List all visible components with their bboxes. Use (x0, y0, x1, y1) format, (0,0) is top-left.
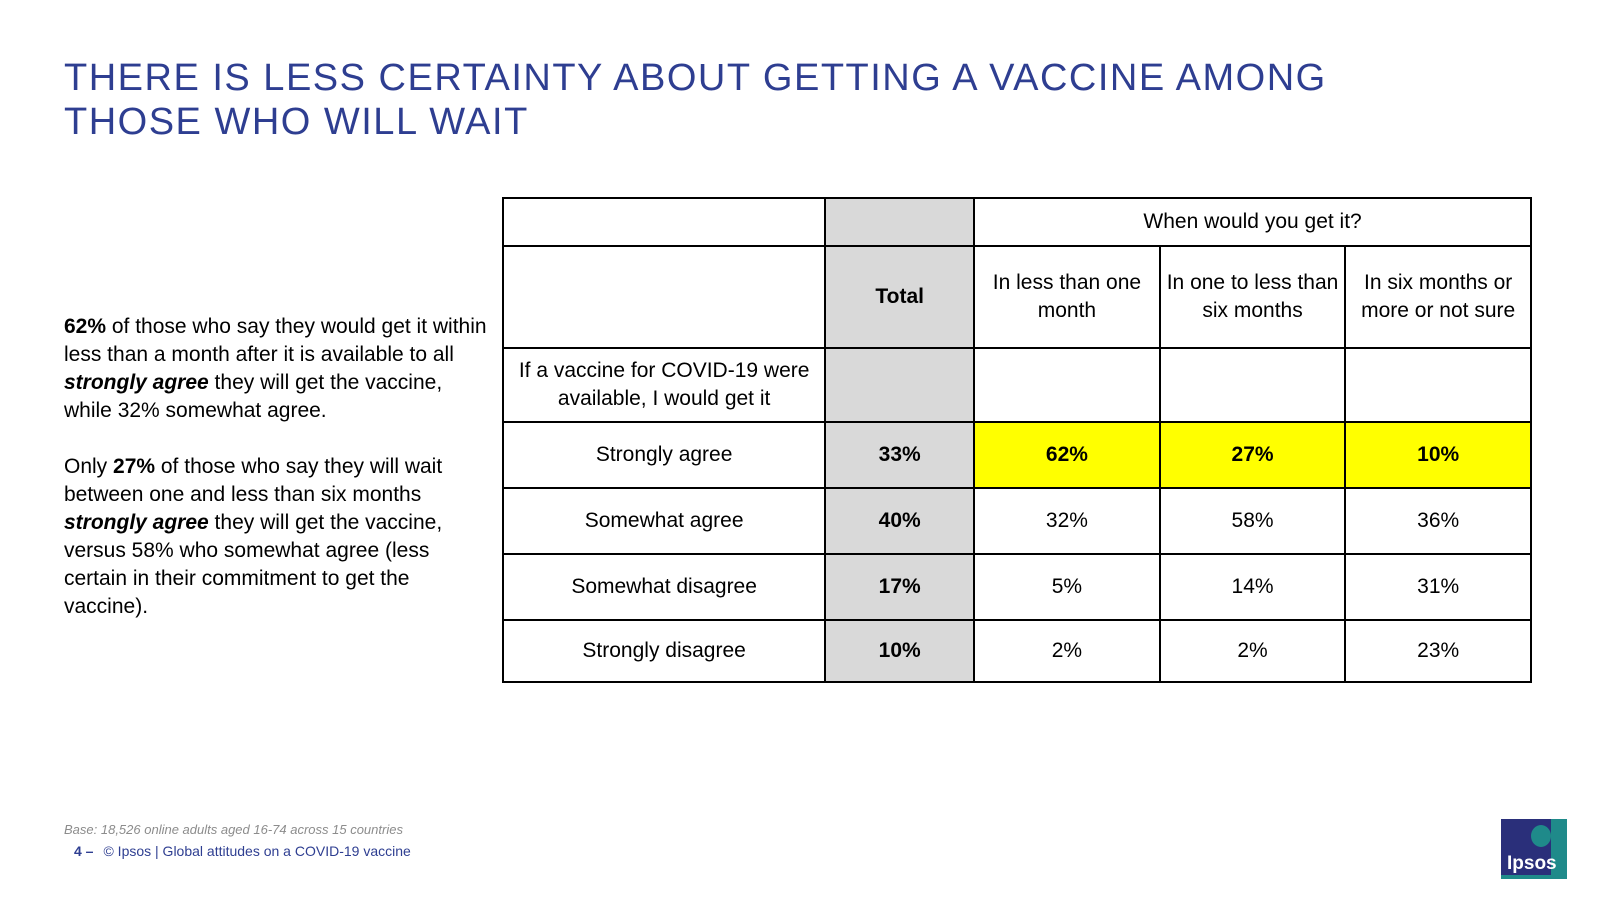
row-label: Strongly disagree (501, 619, 827, 683)
table-header-row-group: When would you get it? (501, 197, 1532, 247)
logo-ring (1531, 825, 1551, 847)
stat-62: 62% (64, 315, 107, 338)
commentary: 62% of those who say they would get it w… (64, 313, 494, 649)
row-label: Strongly agree (501, 421, 827, 489)
cell-value: 10% (1344, 421, 1532, 489)
ipsos-logo: Ipsos (1501, 819, 1567, 879)
cell-value: 36% (1344, 487, 1532, 555)
cell-value: 14% (1158, 553, 1347, 621)
stat-27: 27% (113, 455, 156, 478)
logo-text: Ipsos (1507, 853, 1557, 874)
row-total: 17% (824, 553, 976, 621)
cell-value: 2% (973, 619, 1161, 683)
text-run: they will get the vaccine, versus 58% wh… (64, 511, 443, 618)
empty-header-cell (501, 197, 827, 247)
text-run: Only (64, 455, 114, 478)
base-note: Base: 18,526 online adults aged 16-74 ac… (64, 822, 403, 837)
empty-total-cell (824, 197, 976, 247)
cell-value: 27% (1158, 421, 1347, 489)
commentary-paragraph-2: Only 27% of those who say they will wait… (64, 453, 494, 621)
row-total: 33% (824, 421, 976, 489)
question-cell: If a vaccine for COVID-19 were available… (501, 347, 827, 423)
footer: 4 – © Ipsos | Global attitudes on a COVID… (74, 843, 411, 859)
text-run: of those who say they will wait between … (64, 455, 443, 506)
empty-cell (1344, 347, 1532, 423)
emphasis-strongly-agree: strongly agree (64, 371, 209, 394)
text-run: they will get the vaccine, while 32% som… (64, 371, 443, 422)
col-header-six-months-or-more: In six months or more or not sure (1344, 245, 1532, 349)
title-line-2: THOSE WHO WILL WAIT (64, 101, 529, 143)
empty-header-cell (501, 245, 827, 349)
group-header: When would you get it? (973, 197, 1532, 247)
cell-value: 62% (973, 421, 1161, 489)
col-header-less-than-one-month: In less than one month (973, 245, 1161, 349)
row-total: 10% (824, 619, 976, 683)
cell-value: 31% (1344, 553, 1532, 621)
table-header-row: Total In less than one month In one to l… (501, 245, 1532, 349)
table-row: Strongly disagree 10% 2% 2% 23% (501, 619, 1532, 683)
total-header: Total (824, 245, 976, 349)
row-label: Somewhat agree (501, 487, 827, 555)
title-line-1: THERE IS LESS CERTAINTY ABOUT GETTING A … (64, 57, 1327, 99)
table-row: Strongly agree 33% 62% 27% 10% (501, 421, 1532, 489)
cell-value: 32% (973, 487, 1161, 555)
page-number: 4 – (74, 843, 94, 859)
table-row: Somewhat disagree 17% 5% 14% 31% (501, 553, 1532, 621)
cell-value: 58% (1158, 487, 1347, 555)
question-row: If a vaccine for COVID-19 were available… (501, 347, 1532, 423)
col-header-one-to-six-months: In one to less than six months (1158, 245, 1347, 349)
row-total: 40% (824, 487, 976, 555)
cell-value: 2% (1158, 619, 1347, 683)
text-run: of those who say they would get it withi… (64, 315, 487, 366)
cell-value: 23% (1344, 619, 1532, 683)
commentary-paragraph-1: 62% of those who say they would get it w… (64, 313, 494, 425)
empty-total-cell (824, 347, 976, 423)
results-table: When would you get it? Total In less tha… (501, 197, 1532, 683)
empty-cell (1158, 347, 1347, 423)
footer-source: © Ipsos | Global attitudes on a COVID-19… (103, 843, 411, 859)
empty-cell (973, 347, 1161, 423)
row-label: Somewhat disagree (501, 553, 827, 621)
emphasis-strongly-agree: strongly agree (64, 511, 209, 534)
page-title: THERE IS LESS CERTAINTY ABOUT GETTING A … (64, 56, 1504, 144)
cell-value: 5% (973, 553, 1161, 621)
table-row: Somewhat agree 40% 32% 58% 36% (501, 487, 1532, 555)
